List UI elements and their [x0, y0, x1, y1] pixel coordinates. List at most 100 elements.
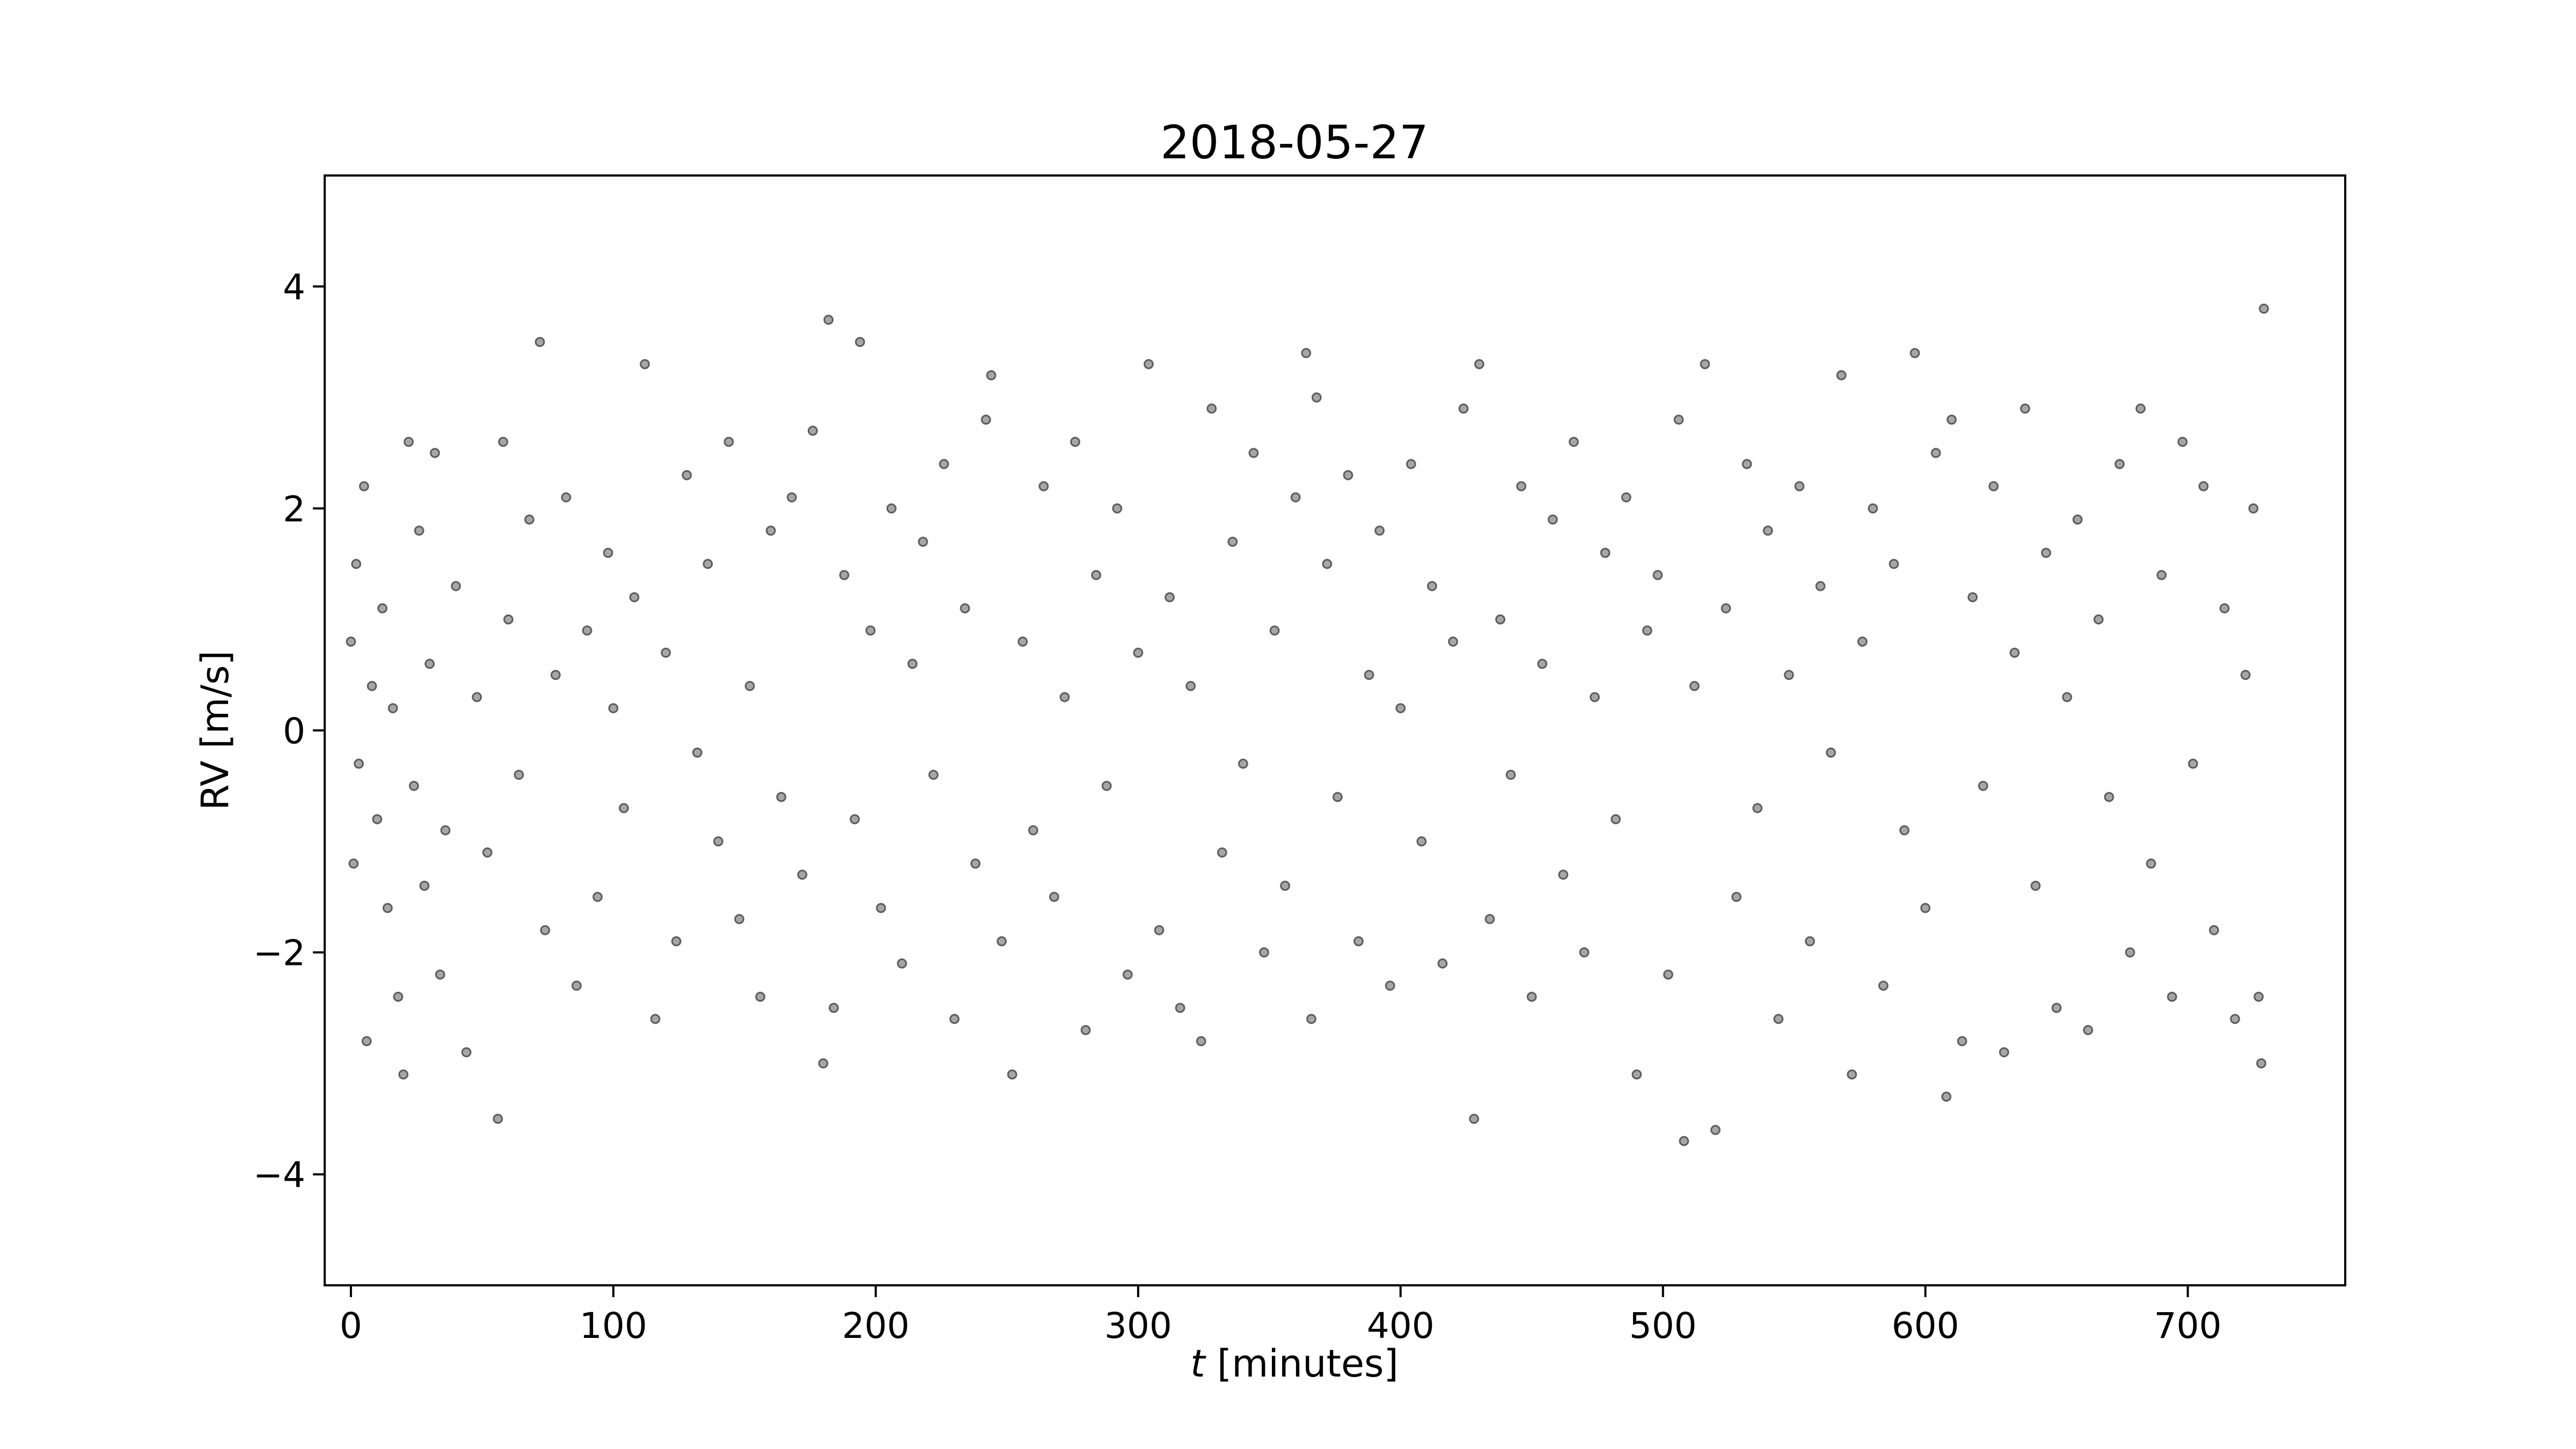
- data-point: [1448, 636, 1459, 647]
- data-point: [1847, 1069, 1857, 1080]
- data-point: [2198, 481, 2209, 492]
- y-tick-label: 2: [283, 488, 305, 530]
- data-point: [2248, 503, 2259, 514]
- data-point: [807, 426, 818, 436]
- data-point: [561, 492, 572, 503]
- points-layer: [346, 303, 2269, 1146]
- y-tick-label: −2: [253, 933, 305, 974]
- data-point: [776, 792, 787, 802]
- x-tick-label: 300: [1104, 1305, 1172, 1346]
- data-point: [2114, 459, 2125, 470]
- x-axis-label-var: t: [1190, 1342, 1206, 1386]
- y-axis: −4 −2 0 2 4: [253, 267, 325, 1196]
- data-point: [1516, 481, 1527, 492]
- data-point: [960, 603, 970, 614]
- x-tick-label: 500: [1629, 1305, 1697, 1346]
- data-point: [1332, 792, 1343, 802]
- data-point: [1374, 525, 1385, 536]
- data-point: [1988, 481, 1999, 492]
- data-point: [1878, 980, 1889, 991]
- data-point: [629, 592, 640, 603]
- data-point: [1238, 758, 1248, 769]
- data-point: [1469, 1114, 1480, 1124]
- data-point: [1663, 969, 1673, 980]
- data-point: [723, 436, 734, 447]
- data-point: [1941, 1091, 1952, 1102]
- data-point: [550, 670, 561, 680]
- data-point: [2030, 881, 2041, 891]
- data-point: [1547, 514, 1558, 525]
- data-point: [1537, 658, 1548, 669]
- x-tick-label: 700: [2154, 1305, 2222, 1346]
- data-point: [414, 525, 425, 536]
- data-point: [358, 481, 369, 492]
- data-point: [2146, 858, 2156, 869]
- data-point: [1101, 780, 1112, 791]
- data-point: [1600, 547, 1611, 558]
- data-point: [823, 314, 834, 325]
- data-point: [403, 436, 414, 447]
- data-point: [1322, 559, 1333, 569]
- data-point: [1794, 481, 1805, 492]
- data-point: [1206, 403, 1217, 414]
- data-point: [1343, 470, 1353, 480]
- data-point: [1836, 370, 1847, 380]
- data-point: [1248, 448, 1259, 458]
- data-point: [1143, 359, 1154, 370]
- data-point: [1899, 825, 1910, 836]
- data-point: [482, 847, 493, 858]
- data-point: [618, 803, 629, 814]
- data-point: [1416, 836, 1427, 847]
- data-point: [2019, 403, 2030, 414]
- data-point: [351, 559, 362, 569]
- data-point: [419, 881, 430, 891]
- data-point: [1133, 647, 1144, 658]
- data-point: [1112, 503, 1123, 514]
- data-point: [980, 414, 991, 425]
- data-point: [918, 536, 928, 547]
- data-point: [582, 625, 592, 636]
- data-point: [1920, 903, 1931, 913]
- data-point: [1311, 392, 1322, 403]
- data-point: [1217, 847, 1227, 858]
- data-point: [2062, 692, 2073, 702]
- data-point: [346, 636, 356, 647]
- y-axis-label: RV [m/s]: [193, 650, 237, 810]
- x-tick-label: 100: [580, 1305, 647, 1346]
- data-point: [377, 603, 388, 614]
- data-point: [1741, 459, 1752, 470]
- data-point: [450, 581, 461, 591]
- data-point: [2009, 647, 2020, 658]
- data-point: [1091, 569, 1102, 580]
- data-point: [1957, 1036, 1967, 1046]
- data-point: [387, 703, 398, 714]
- data-point: [440, 825, 451, 836]
- data-point: [1474, 359, 1484, 370]
- data-point: [1122, 969, 1133, 980]
- data-point: [2258, 303, 2269, 314]
- data-point: [1621, 492, 1631, 503]
- data-point: [408, 780, 419, 791]
- data-point: [1154, 925, 1165, 935]
- data-point: [2187, 758, 2198, 769]
- data-point: [1731, 891, 1742, 902]
- x-tick-label: 600: [1892, 1305, 1959, 1346]
- data-point: [1857, 636, 1868, 647]
- data-point: [1815, 581, 1826, 591]
- data-point: [818, 1058, 829, 1069]
- data-point: [2209, 925, 2220, 935]
- data-point: [535, 336, 545, 347]
- data-point: [1269, 625, 1280, 636]
- data-point: [1642, 625, 1652, 636]
- data-point: [1227, 536, 1238, 547]
- data-point: [854, 336, 865, 347]
- data-point: [1059, 692, 1070, 702]
- data-point: [472, 692, 482, 702]
- data-point: [876, 903, 887, 913]
- data-point: [435, 969, 445, 980]
- data-point: [1967, 592, 1978, 603]
- data-point: [640, 359, 650, 370]
- data-point: [997, 936, 1007, 947]
- data-point: [1930, 448, 1941, 458]
- data-point: [514, 770, 524, 780]
